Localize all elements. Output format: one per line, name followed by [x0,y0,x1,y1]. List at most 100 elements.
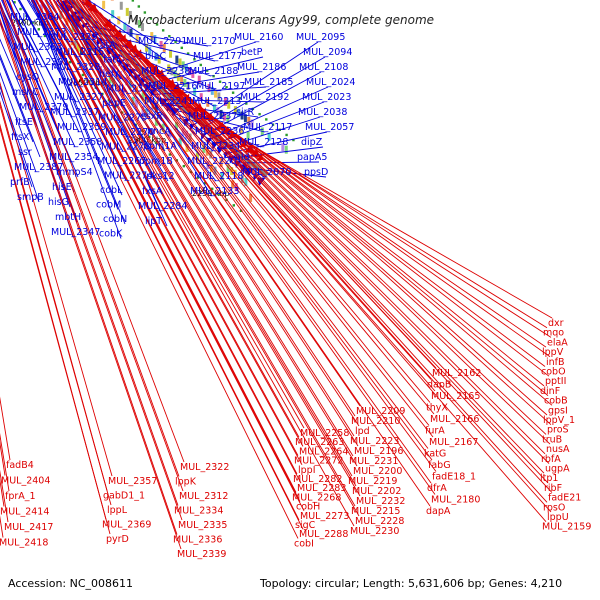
feature-box [188,133,192,142]
reverse-gene-label: MUL_2230 [350,526,399,537]
feature-box [191,69,195,78]
guide-dot [189,170,193,174]
reverse-leader-line [157,68,546,455]
forward-gene-label: MUL_2094 [303,47,352,58]
guide-dot [258,112,261,116]
forward-gene-label: MUL_2024 [306,77,355,88]
guide-dot [245,102,248,105]
forward-gene-label: MUL_2387 [14,162,63,173]
guide-dot [180,46,184,50]
forward-gene-label: ssr [18,147,32,158]
feature-box [281,143,285,152]
forward-gene-label: ppm1B [139,156,173,167]
reverse-gene-label: MUL_2418 [0,538,48,549]
forward-leader-line [0,3,39,83]
forward-gene-label: MUL_2359 [57,122,106,133]
reverse-leader-line [162,73,551,445]
reverse-gene-label: MUL_2159 [542,522,591,533]
reverse-gene-label: MUL_2322 [180,462,229,473]
forward-gene-label: MUL_2323 [106,84,155,95]
forward-gene-label: tatC [103,55,123,66]
forward-gene-label: MUL_2278 [101,142,150,153]
reverse-gene-label: MUL_2232 [356,496,405,507]
feature-box [153,35,157,44]
forward-leader-line [142,56,264,86]
reverse-leader-line [0,5,183,521]
feature-box [59,10,63,19]
reverse-leader-line [59,0,360,517]
guide-dot [101,92,104,96]
guide-dot [114,105,117,108]
forward-leader-line [31,0,123,196]
forward-gene-label: cobL [100,185,123,196]
guide-dot [212,74,215,78]
feature-box [161,123,165,132]
reverse-gene-label: lppV_1 [543,415,575,426]
reverse-leader-line [81,0,436,495]
reverse-leader-line [0,21,182,550]
guide-dot [148,135,151,139]
forward-gene-label: MUL_2070 [242,167,291,178]
forward-gene-label: MUL_2023 [302,92,351,103]
forward-leader-line [217,116,321,151]
forward-leader-line [11,0,80,133]
reverse-gene-label: rbfA [541,454,561,465]
forward-gene-label: pncA [147,126,171,137]
guide-dot [218,80,222,83]
feature-box [129,28,133,37]
feature-box [219,109,223,118]
forward-gene-label: MUL_2364 [10,12,59,23]
feature-box [197,75,201,84]
reverse-leader-line [212,117,551,358]
forward-gene-label: MUL_2133 [190,186,239,197]
forward-gene-label: pks12 [146,171,175,182]
forward-gene-label: ftsX [11,132,30,143]
forward-leader-line [86,29,216,62]
guide-dot [199,63,202,67]
forward-gene-label: MUL_2328 [51,62,100,73]
forward-gene-label: lipT [145,216,162,227]
forward-gene-label: MUL_2186 [237,62,286,73]
feature-box [240,175,244,184]
reverse-gene-label: cobH [296,502,320,513]
forward-gene-label: MUL_2095 [296,32,345,43]
forward-gene-label: cysQ [16,72,39,83]
forward-leader-line [1,0,72,163]
forward-gene-label: MUL_2192 [240,92,289,103]
forward-gene-label: cobM [96,200,121,211]
forward-gene-label: MUL_2117 [243,122,292,133]
feature-box [178,138,182,147]
feature-box [159,40,163,49]
reverse-leader-line [65,0,353,477]
forward-leader-line [66,0,126,65]
reverse-leader-line [39,0,305,512]
reverse-leader-line [195,103,545,387]
guide-dot [193,58,196,61]
forward-leader-line [0,56,34,143]
forward-gene-label: MUL_2128 [239,137,288,148]
reverse-gene-label: MUL_2196 [354,446,403,457]
forward-gene-label: mbtH [55,212,81,223]
reverse-leader-line [218,122,547,348]
reverse-gene-label: MUL_2210 [351,416,400,427]
reverse-gene-label: MUL_2166 [430,414,479,425]
reverse-gene-label: cobO [541,367,566,378]
feature-box [141,23,145,32]
forward-gene-label: MUL_2160 [234,32,283,43]
forward-gene-label: mmpS4 [56,167,93,178]
feature-box [154,104,158,113]
forward-leader-line [32,0,126,225]
reverse-gene-label: MUL_2273 [300,511,349,522]
reverse-gene-label: MUL_2180 [431,495,480,506]
reverse-gene-label: MUL_2223 [350,436,399,447]
reverse-gene-label: MUL_2414 [0,507,49,518]
feature-box [240,111,244,120]
reverse-leader-line [184,93,553,406]
reverse-leader-line [8,0,185,463]
reverse-gene-label: proS [547,425,569,436]
feature-box [123,22,127,31]
reverse-leader-line [52,0,304,447]
feature-box [209,150,213,159]
reverse-gene-label: gabD1_1 [103,491,145,502]
